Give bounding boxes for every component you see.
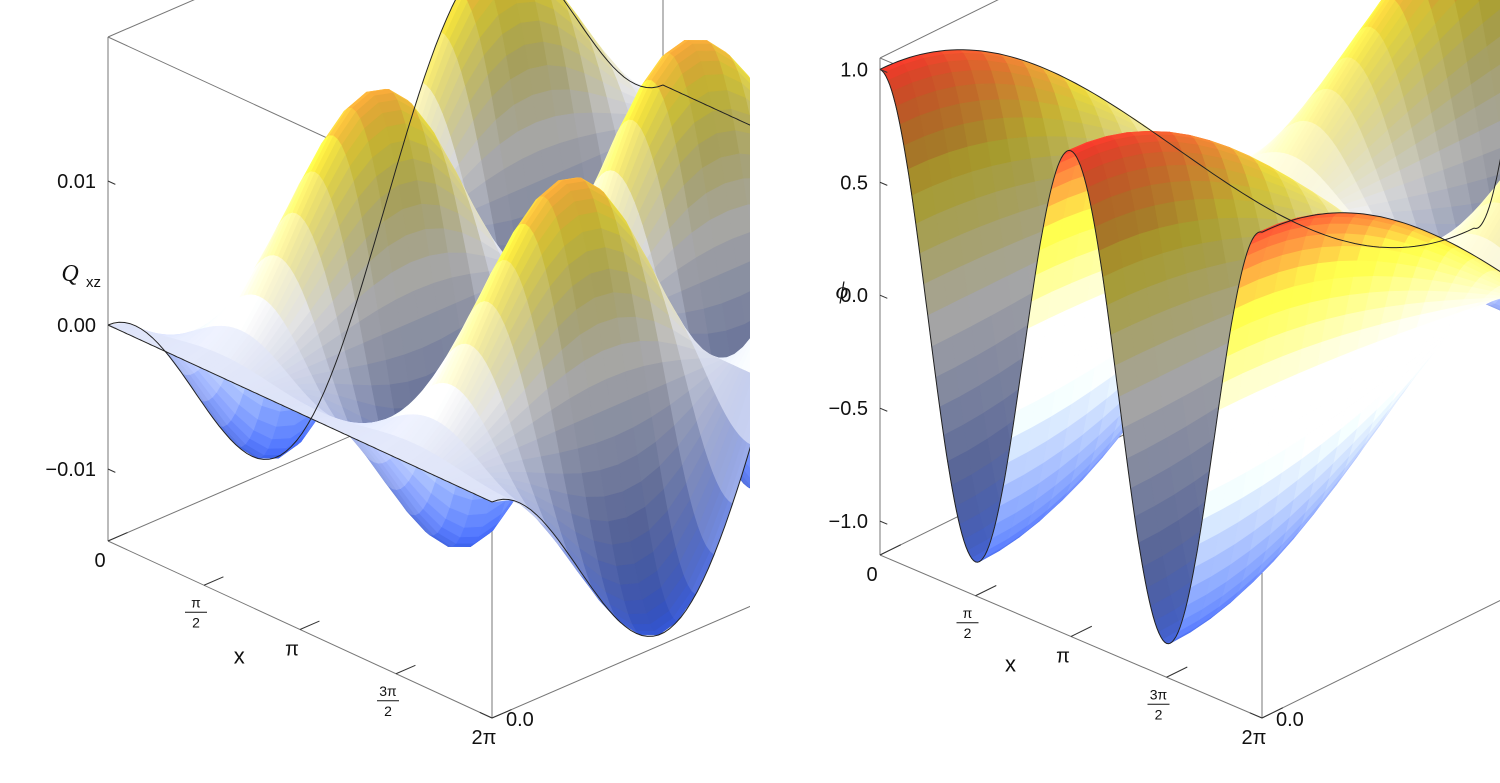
x-tick-label: 2π [472, 727, 497, 749]
surface-edge-front [107, 324, 493, 503]
value-axis-label: Q [61, 261, 78, 287]
x-tick-mark [491, 709, 512, 719]
value-axis-label-sub: xz [86, 274, 101, 291]
surface-edge-back [662, 84, 750, 126]
value-tick-label: −0.01 [45, 459, 96, 481]
surface [106, 0, 750, 636]
x-axis-label: x [234, 643, 245, 668]
box-edge [491, 605, 750, 719]
x-tick-num: 3π [379, 683, 397, 699]
x-tick-den: 2 [384, 703, 392, 719]
value-tick-mark [107, 180, 116, 185]
x-tick-label: π2 [185, 594, 207, 630]
z-depth-tick-label: 0.0 [506, 709, 534, 731]
x-tick-label: 0 [94, 550, 105, 572]
surface-outline [107, 0, 750, 637]
value-tick-label: 0.01 [57, 171, 96, 193]
x-tick-mark [299, 620, 320, 630]
x-tick-label: π [285, 639, 299, 661]
surface [879, 0, 1500, 644]
z-depth-tick-mark [479, 711, 493, 719]
box-edge [879, 0, 999, 59]
surface-edge-right [491, 446, 750, 637]
x-tick-den: 2 [192, 614, 200, 630]
value-tick-mark [107, 468, 116, 473]
value-tick-mark [107, 324, 116, 329]
box-edge [1261, 600, 1500, 719]
x-tick-num: π [191, 594, 201, 610]
x-tick-mark [107, 532, 128, 542]
surface-edge-left [107, 0, 664, 460]
x-tick-mark [395, 664, 416, 675]
value-tick-label: 0.00 [57, 315, 96, 337]
x-tick-label: 3π2 [377, 683, 399, 719]
x-tick-mark [203, 576, 224, 586]
